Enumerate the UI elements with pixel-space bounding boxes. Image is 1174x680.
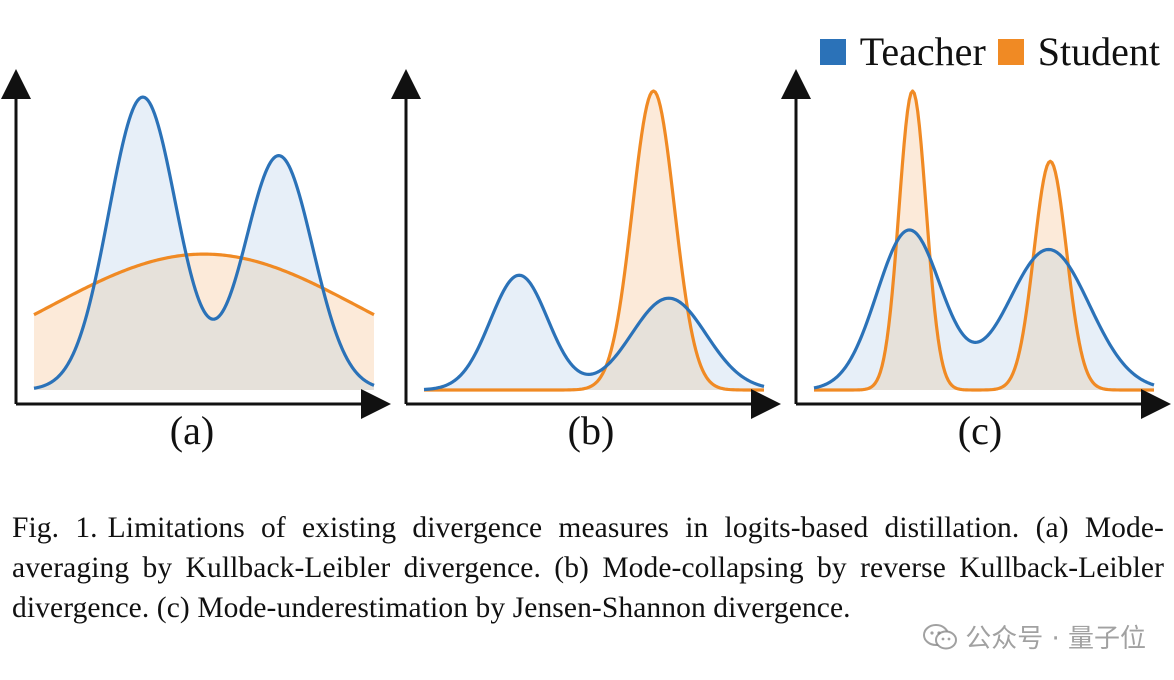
panel-label-a: (a) [169,408,215,453]
caption-figure-number: Fig. 1. [12,512,98,544]
panel-label-c: (c) [957,408,1003,453]
teacher-area-fill [814,229,1154,390]
legend: Teacher Student [819,29,1160,74]
legend-item-teacher: Teacher [819,29,986,74]
overlap-area-fill [424,298,764,390]
panel-a [0,69,391,419]
figure-panels [0,69,1171,419]
teacher-curve [33,95,375,390]
panel-b [391,69,781,419]
legend-item-student: Student [997,29,1160,74]
legend-swatch-student [997,39,1024,65]
legend-label-student: Student [1037,29,1160,74]
figure-caption: Fig. 1. Limitations of existing divergenc… [12,508,1164,628]
wechat-icon [923,623,958,649]
overlap-area-fill [814,229,1154,390]
overlap-area-fill [34,255,374,390]
teacher-curve [423,273,765,392]
panel-c [781,69,1171,419]
legend-swatch-teacher [819,39,846,65]
watermark: 公众号 · 量子位 [923,618,1146,655]
student-curve [33,252,375,317]
student-curve [424,89,764,392]
caption-text: Limitations of existing divergence measu… [12,512,1164,624]
teacher-curve [813,228,1155,390]
student-curve [814,89,1154,392]
panel-label-b: (b) [567,408,615,453]
watermark-text: 公众号 · 量子位 [965,624,1146,654]
legend-label-teacher: Teacher [859,29,986,74]
